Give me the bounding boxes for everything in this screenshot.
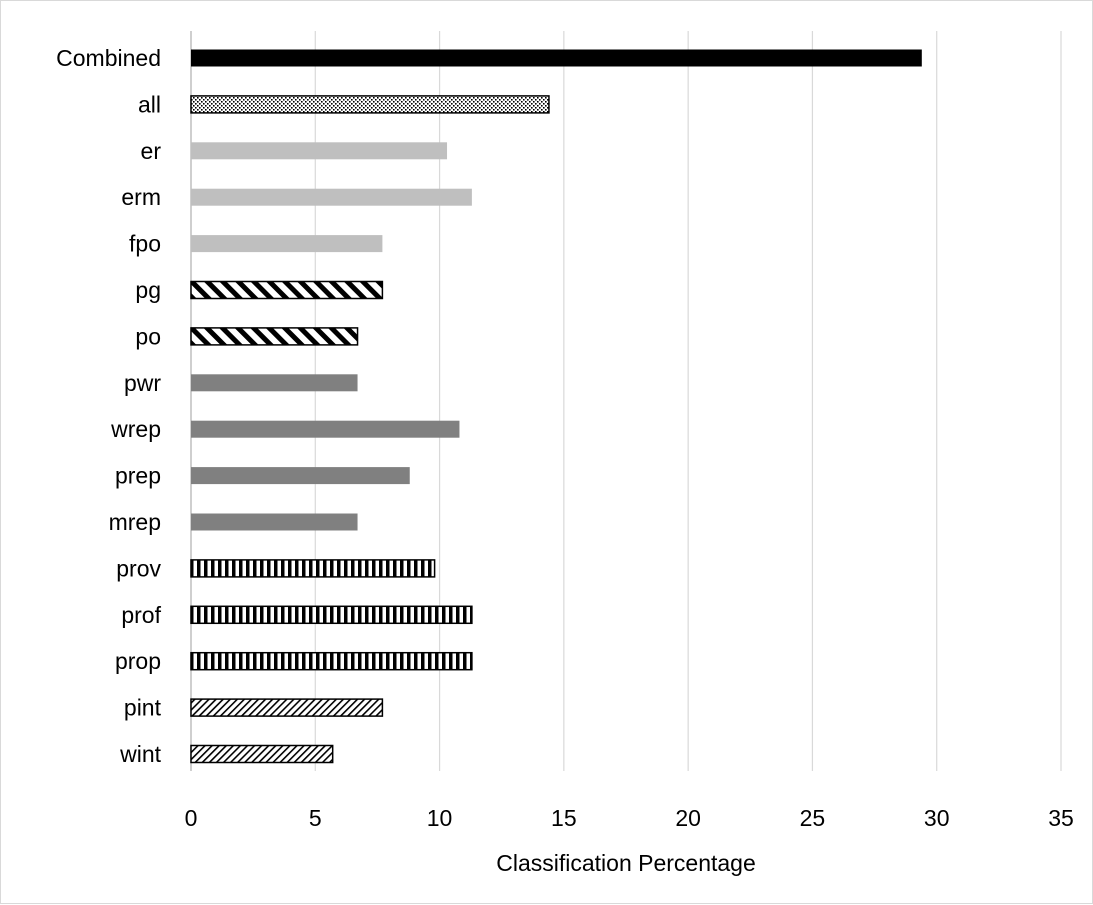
category-labels: Combined all er erm fpo pg po pwr wrep prep mrep pr…	[56, 45, 161, 767]
category-label: Combined	[56, 45, 161, 71]
bar-pwr	[191, 374, 358, 392]
category-label: po	[135, 323, 161, 349]
x-tick-label: 20	[675, 805, 701, 831]
x-tick-label: 35	[1048, 805, 1074, 831]
bar-pg	[190, 280, 384, 300]
x-tick-label: 5	[309, 805, 322, 831]
x-tick-label: 15	[551, 805, 577, 831]
category-label: prep	[115, 463, 161, 489]
bar-prep	[191, 467, 410, 485]
category-label: er	[141, 138, 162, 164]
category-label: prov	[116, 555, 161, 581]
bar-all	[190, 95, 550, 114]
bar-fpo	[191, 235, 383, 253]
bar-po	[190, 327, 359, 346]
category-label: mrep	[109, 509, 161, 535]
bars	[190, 49, 922, 764]
category-label: pwr	[124, 370, 161, 396]
category-label: wint	[119, 741, 162, 767]
x-tick-label: 25	[800, 805, 826, 831]
category-label: all	[138, 91, 161, 117]
category-label: erm	[121, 184, 161, 210]
category-label: pg	[135, 277, 161, 303]
category-label: wrep	[110, 416, 161, 442]
bar-prof	[190, 605, 473, 625]
bar-combined	[191, 49, 922, 67]
x-tick-label: 0	[185, 805, 198, 831]
x-tick-labels: 0 5 10 15 20 25 30 35	[185, 805, 1074, 831]
category-label: fpo	[129, 231, 161, 257]
bar-er	[191, 142, 448, 160]
category-label: prof	[121, 602, 161, 628]
bar-wrep	[191, 420, 460, 438]
category-label: prop	[115, 648, 161, 674]
bar-pint	[190, 698, 384, 717]
bar-wint	[190, 744, 334, 764]
x-tick-label: 30	[924, 805, 950, 831]
bar-erm	[191, 188, 472, 206]
bar-prop	[190, 651, 473, 671]
bar-mrep	[191, 513, 358, 531]
bar-prov	[190, 559, 436, 578]
category-label: pint	[124, 695, 162, 721]
x-axis-title: Classification Percentage	[496, 850, 756, 876]
x-tick-label: 10	[427, 805, 453, 831]
